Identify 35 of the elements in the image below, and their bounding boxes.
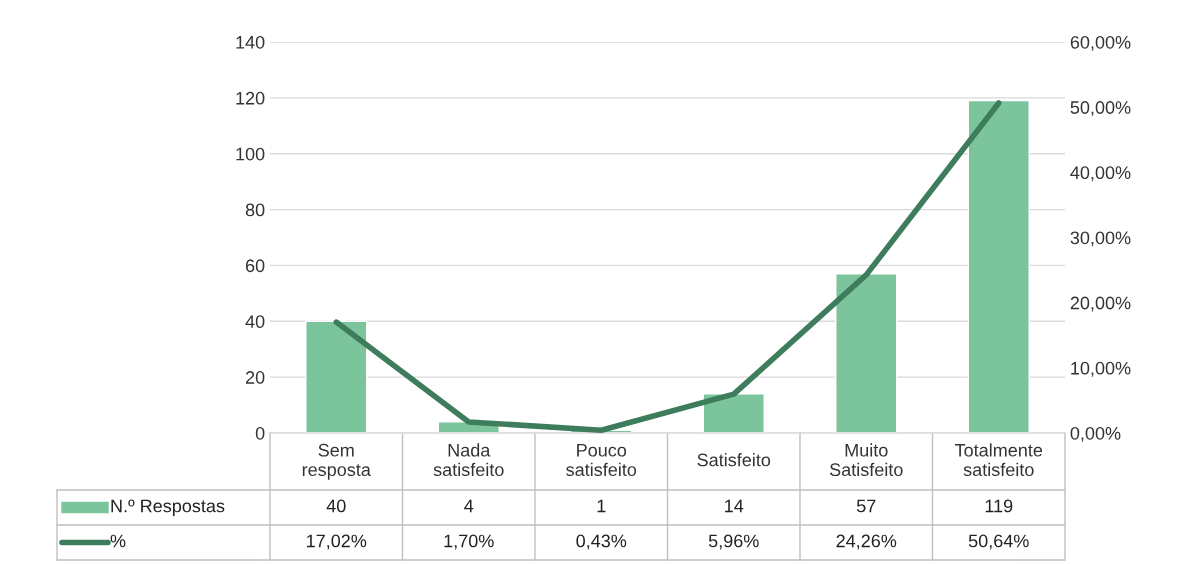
x-tick-label: Nada satisfeito xyxy=(433,443,504,477)
x-tick-label: Totalmente satisfeito xyxy=(955,443,1043,477)
data-label: 1,70% xyxy=(444,534,494,550)
y2-tick-label: 60,00% xyxy=(1070,35,1131,51)
y-tick-label: 120 xyxy=(236,91,265,105)
data-label: 24,26% xyxy=(836,534,897,550)
data-label: 1 xyxy=(597,499,606,513)
x-tick-label: Pouco satisfeito xyxy=(566,444,637,477)
y-tick-label: 0 xyxy=(255,426,265,440)
data-label: 4 xyxy=(464,499,474,513)
y-tick-label: 40 xyxy=(245,315,265,329)
y2-tick-label: 30,00% xyxy=(1070,231,1131,247)
data-label: 119 xyxy=(985,499,1013,513)
data-label: 14 xyxy=(725,499,744,513)
y-tick-label: 80 xyxy=(245,203,265,217)
data-label: 50,64% xyxy=(968,534,1029,550)
legend-label: % xyxy=(110,534,126,548)
y-tick-label: 60 xyxy=(245,259,265,273)
x-tick-label: Satisfeito xyxy=(697,453,771,467)
data-label: 57 xyxy=(856,499,876,513)
legend-label: N.º Respostas xyxy=(111,499,225,516)
y-tick-label: 100 xyxy=(236,147,265,161)
y2-tick-label: 40,00% xyxy=(1070,166,1131,182)
data-label: 0,43% xyxy=(576,534,627,550)
y2-tick-label: 20,00% xyxy=(1070,296,1131,312)
x-tick-label: Sem resposta xyxy=(302,443,371,480)
y2-tick-label: 0,00% xyxy=(1070,426,1121,442)
y2-tick-label: 10,00% xyxy=(1071,361,1131,377)
y-tick-label: 140 xyxy=(236,35,265,49)
x-tick-label: Muito Satisfeito xyxy=(829,443,903,477)
data-label: 5,96% xyxy=(708,534,759,550)
y-tick-label: 20 xyxy=(245,371,265,384)
data-label: 17,02% xyxy=(307,534,367,550)
data-label: 40 xyxy=(326,499,346,513)
y2-tick-label: 50,00% xyxy=(1070,101,1131,117)
